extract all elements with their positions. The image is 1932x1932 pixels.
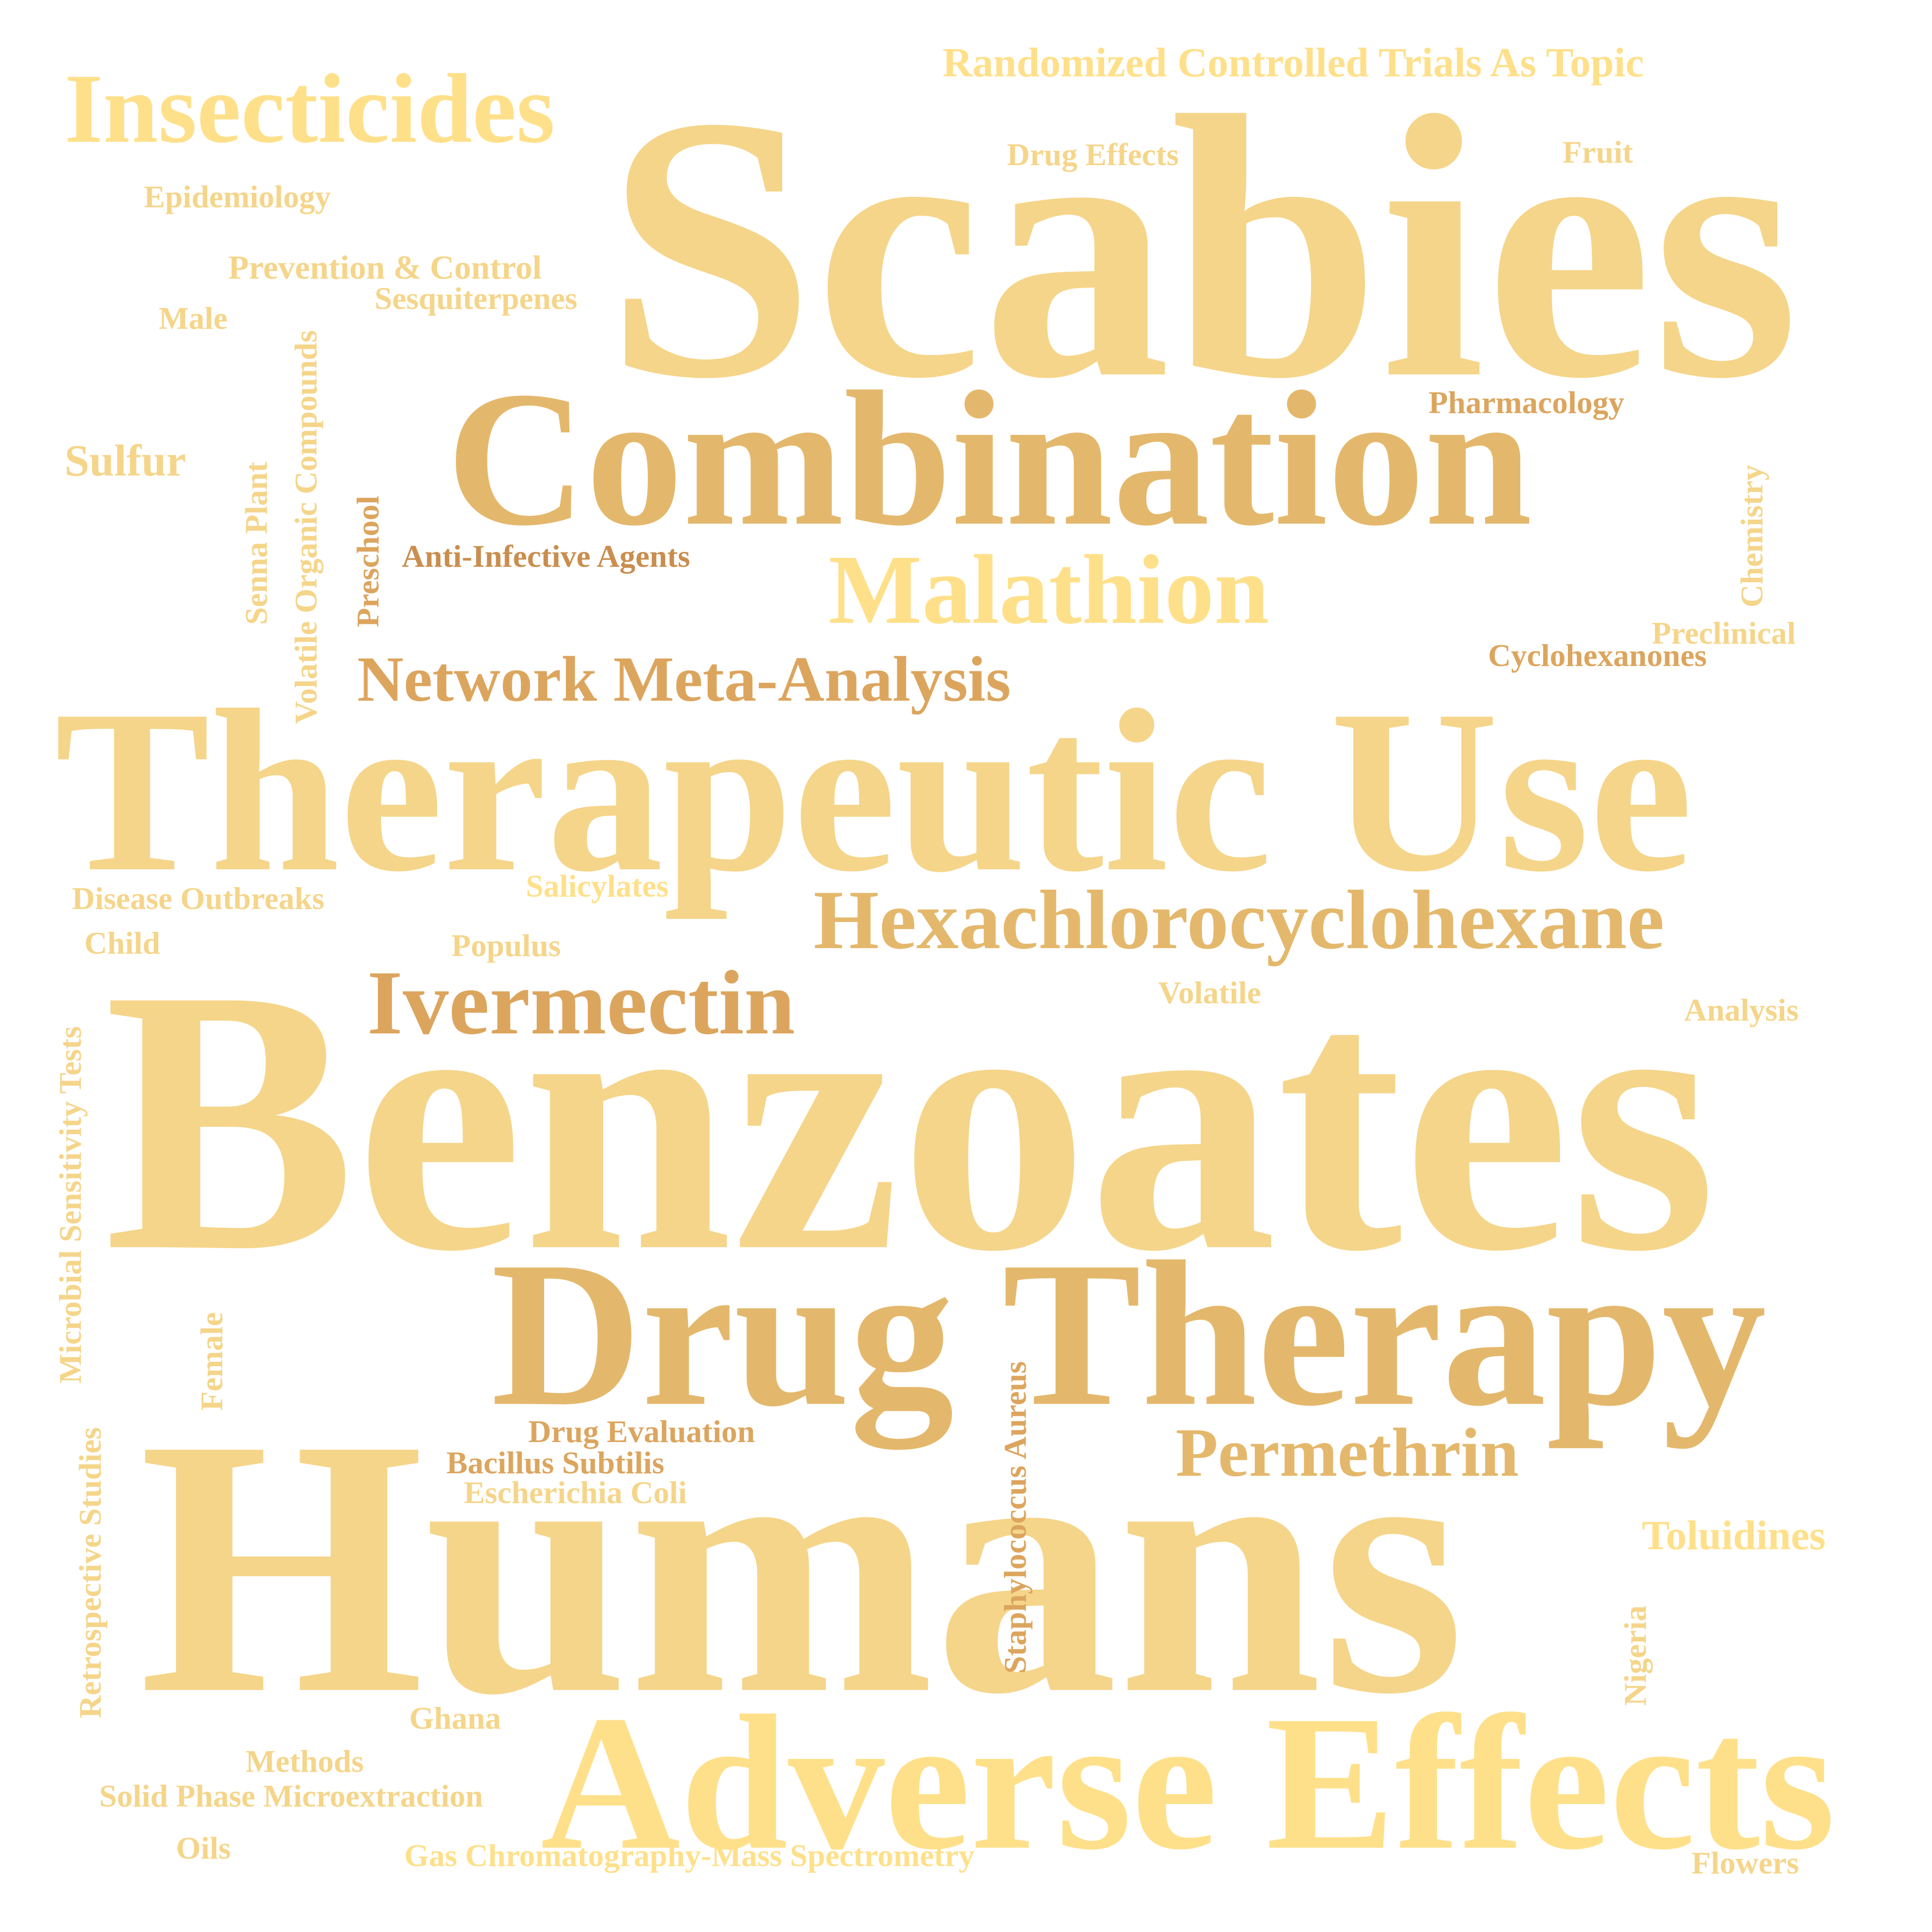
word-drug-evaluation: Drug Evaluation (528, 1414, 755, 1449)
word-sesquiterpenes: Sesquiterpenes (374, 281, 577, 316)
word-drug-effects: Drug Effects (1007, 137, 1179, 172)
word-populus: Populus (451, 928, 561, 963)
word-staphylococcus-aureus: Staphylococcus Aureus (997, 1361, 1033, 1674)
word-retrospective-studies: Retrospective Studies (72, 1427, 108, 1718)
word-sulfur: Sulfur (64, 436, 187, 485)
word-toluidines: Toluidines (1642, 1512, 1826, 1559)
word-volatile-organic-compounds: Volatile Organic Compounds (288, 330, 323, 724)
word-nigeria: Nigeria (1618, 1605, 1653, 1706)
word-therapeutic-use: Therapeutic Use (55, 662, 1693, 920)
word-flowers: Flowers (1691, 1845, 1799, 1880)
word-microbial-sensitivity-tests: Microbial Sensitivity Tests (53, 1026, 88, 1384)
word-volatile: Volatile (1158, 975, 1261, 1010)
word-male: Male (159, 301, 228, 336)
word-adverse-effects: Adverse Effects (541, 1676, 1835, 1890)
word-randomized-controlled-trials: Randomized Controlled Trials As Topic (942, 40, 1644, 86)
word-hexachlorocyclohexane: Hexachlorocyclohexane (813, 873, 1665, 966)
word-bacillus-subtilis: Bacillus Subtilis (446, 1445, 665, 1480)
word-disease-outbreaks: Disease Outbreaks (72, 881, 325, 916)
word-network-meta-analysis: Network Meta-Analysis (357, 644, 1011, 715)
word-senna-plant: Senna Plant (239, 462, 274, 625)
word-analysis: Analysis (1684, 992, 1799, 1027)
word-ivermectin: Ivermectin (367, 952, 795, 1054)
word-drug-therapy: Drug Therapy (491, 1218, 1766, 1449)
word-humans: Humans (139, 1364, 1465, 1770)
word-oils: Oils (176, 1830, 231, 1866)
word-fruit: Fruit (1562, 134, 1633, 170)
word-escherichia-coli: Escherichia Coli (464, 1475, 687, 1510)
word-salicylates: Salicylates (526, 868, 669, 904)
word-combination: Combination (446, 352, 1532, 566)
word-permethrin: Permethrin (1176, 1414, 1519, 1491)
word-preschool: Preschool (350, 495, 385, 627)
word-solid-phase-microextraction: Solid Phase Microextraction (99, 1778, 483, 1813)
word-chemistry: Chemistry (1734, 465, 1769, 607)
word-methods: Methods (246, 1744, 364, 1779)
word-gas-chromatography-mass-spectrometry: Gas Chromatography-Mass Spectrometry (404, 1838, 975, 1873)
word-female: Female (194, 1312, 229, 1411)
word-ghana: Ghana (409, 1700, 501, 1736)
word-child: Child (84, 925, 160, 961)
word-insecticides: Insecticides (64, 54, 555, 164)
word-anti-infective-agents: Anti-Infective Agents (402, 539, 690, 574)
word-epidemiology: Epidemiology (144, 179, 331, 214)
word-prevention-control: Prevention & Control (228, 248, 542, 286)
word-benzoates: Benzoates (104, 912, 1717, 1329)
word-malathion: Malathion (828, 535, 1269, 645)
word-cyclohexanones: Cyclohexanones (1488, 638, 1707, 673)
word-scabies: Scabies (605, 39, 1799, 456)
word-pharmacology: Pharmacology (1429, 385, 1624, 420)
word-preclinical: Preclinical (1652, 615, 1796, 651)
